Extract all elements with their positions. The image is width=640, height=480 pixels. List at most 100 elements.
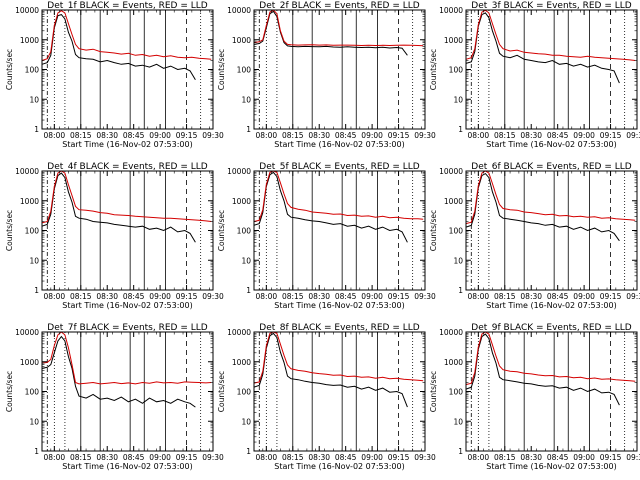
series-line-events bbox=[253, 171, 408, 243]
series-line-lld bbox=[253, 9, 424, 47]
y-tick-label: 1000 bbox=[20, 36, 39, 45]
chart-title: Det_4f BLACK = Events, RED = LLD bbox=[47, 162, 207, 172]
x-tick-label: 09:00 bbox=[149, 292, 171, 301]
x-tick-label: 09:15 bbox=[388, 453, 410, 462]
x-tick-label: 09:15 bbox=[176, 292, 198, 301]
x-tick-label: 08:30 bbox=[96, 292, 118, 301]
x-tick-label: 09:30 bbox=[626, 292, 640, 301]
y-tick-label: 100 bbox=[449, 388, 464, 397]
x-tick-label: 08:15 bbox=[70, 292, 92, 301]
y-tick-label: 1000 bbox=[444, 197, 463, 206]
x-axis-label: Start Time (16-Nov-02 07:53:00) bbox=[62, 140, 192, 149]
x-tick-label: 09:30 bbox=[414, 453, 436, 462]
y-tick-label: 10000 bbox=[227, 328, 251, 337]
x-tick-label: 09:00 bbox=[361, 131, 383, 140]
series-line-events bbox=[253, 332, 408, 408]
x-tick-label: 09:15 bbox=[600, 292, 622, 301]
series-line-lld bbox=[465, 331, 636, 386]
x-tick-label: 08:45 bbox=[123, 453, 145, 462]
x-tick-label: 08:00 bbox=[468, 453, 490, 462]
y-tick-label: 1000 bbox=[232, 197, 251, 206]
x-tick-label: 09:00 bbox=[149, 131, 171, 140]
series-line-lld bbox=[253, 170, 424, 222]
chart-panel-8: Det_8f BLACK = Events, RED = LLD 1 10 100 10… bbox=[217, 323, 436, 471]
chart-title: Det_1f BLACK = Events, RED = LLD bbox=[47, 1, 207, 11]
y-tick-label: 1000 bbox=[20, 358, 39, 367]
y-tick-label: 100 bbox=[449, 66, 464, 75]
x-tick-label: 08:45 bbox=[335, 131, 357, 140]
y-tick-label: 1000 bbox=[444, 36, 463, 45]
x-tick-label: 08:45 bbox=[123, 292, 145, 301]
y-tick-label: 1000 bbox=[444, 358, 463, 367]
series-line-events bbox=[465, 333, 620, 406]
chart-title: Det_6f BLACK = Events, RED = LLD bbox=[471, 162, 631, 172]
x-tick-label: 09:15 bbox=[176, 131, 198, 140]
y-axis-label: Counts/sec bbox=[5, 49, 14, 90]
x-tick-label: 09:15 bbox=[388, 292, 410, 301]
x-tick-label: 08:30 bbox=[308, 131, 330, 140]
y-tick-label: 10000 bbox=[227, 6, 251, 15]
x-axis-label: Start Time (16-Nov-02 07:53:00) bbox=[62, 462, 192, 471]
x-tick-label: 08:45 bbox=[547, 292, 569, 301]
x-tick-label: 09:15 bbox=[176, 453, 198, 462]
y-tick-label: 100 bbox=[449, 227, 464, 236]
chart-panel-9: Det_9f BLACK = Events, RED = LLD 1 10 100 10… bbox=[429, 323, 640, 471]
chart-title: Det_3f BLACK = Events, RED = LLD bbox=[471, 1, 631, 11]
chart-panel-7: Det_7f BLACK = Events, RED = LLD 1 10 100 10… bbox=[5, 323, 224, 471]
series-line-lld bbox=[253, 331, 424, 384]
y-axis-label: Counts/sec bbox=[217, 49, 226, 90]
y-tick-label: 10000 bbox=[439, 328, 463, 337]
x-tick-label: 08:00 bbox=[256, 453, 278, 462]
x-tick-label: 09:30 bbox=[626, 131, 640, 140]
chart-panel-2: Det_2f BLACK = Events, RED = LLD 1 10 100 10… bbox=[217, 1, 436, 149]
chart-panel-3: Det_3f BLACK = Events, RED = LLD 1 10 100 10… bbox=[429, 1, 640, 149]
y-axis-label: Counts/sec bbox=[429, 49, 438, 90]
y-axis-label: Counts/sec bbox=[429, 210, 438, 251]
x-axis-label: Start Time (16-Nov-02 07:53:00) bbox=[274, 301, 404, 310]
chart-title: Det_9f BLACK = Events, RED = LLD bbox=[471, 323, 631, 333]
y-tick-label: 10 bbox=[453, 256, 463, 265]
y-tick-label: 1 bbox=[458, 286, 463, 295]
x-axis-label: Start Time (16-Nov-02 07:53:00) bbox=[486, 140, 616, 149]
y-axis-label: Counts/sec bbox=[5, 210, 14, 251]
series-line-lld bbox=[465, 170, 636, 225]
y-tick-label: 1000 bbox=[232, 36, 251, 45]
y-tick-label: 10000 bbox=[15, 167, 39, 176]
y-tick-label: 10 bbox=[453, 417, 463, 426]
y-tick-label: 1000 bbox=[232, 358, 251, 367]
y-tick-label: 1 bbox=[34, 447, 39, 456]
x-tick-label: 08:15 bbox=[494, 131, 516, 140]
chart-title: Det_7f BLACK = Events, RED = LLD bbox=[47, 323, 207, 333]
y-tick-label: 1 bbox=[458, 447, 463, 456]
x-tick-label: 08:30 bbox=[520, 292, 542, 301]
x-tick-label: 08:15 bbox=[282, 131, 304, 140]
x-tick-label: 08:30 bbox=[520, 131, 542, 140]
chart-title: Det_5f BLACK = Events, RED = LLD bbox=[259, 162, 419, 172]
x-tick-label: 08:30 bbox=[96, 453, 118, 462]
x-tick-label: 08:15 bbox=[70, 453, 92, 462]
x-tick-label: 08:45 bbox=[335, 453, 357, 462]
x-tick-label: 09:30 bbox=[202, 131, 224, 140]
series-line-events bbox=[41, 335, 196, 408]
series-line-lld bbox=[41, 170, 212, 224]
chart-panel-4: Det_4f BLACK = Events, RED = LLD 1 10 100 10… bbox=[5, 162, 224, 310]
y-tick-label: 10 bbox=[241, 417, 251, 426]
series-line-events bbox=[465, 172, 620, 242]
x-tick-label: 09:15 bbox=[600, 131, 622, 140]
y-tick-label: 10 bbox=[241, 256, 251, 265]
x-tick-label: 09:00 bbox=[149, 453, 171, 462]
y-axis-label: Counts/sec bbox=[217, 371, 226, 412]
chart-panel-1: Det_1f BLACK = Events, RED = LLD 1 10 100 10… bbox=[5, 1, 224, 149]
y-tick-label: 10 bbox=[29, 256, 39, 265]
x-axis-label: Start Time (16-Nov-02 07:53:00) bbox=[486, 301, 616, 310]
x-axis-label: Start Time (16-Nov-02 07:53:00) bbox=[274, 140, 404, 149]
y-tick-label: 1 bbox=[246, 447, 251, 456]
x-tick-label: 09:00 bbox=[573, 131, 595, 140]
x-tick-label: 09:00 bbox=[573, 453, 595, 462]
y-tick-label: 1 bbox=[246, 125, 251, 134]
series-line-events bbox=[253, 10, 408, 56]
y-tick-label: 1 bbox=[458, 125, 463, 134]
x-tick-label: 09:30 bbox=[414, 292, 436, 301]
y-tick-label: 1000 bbox=[20, 197, 39, 206]
